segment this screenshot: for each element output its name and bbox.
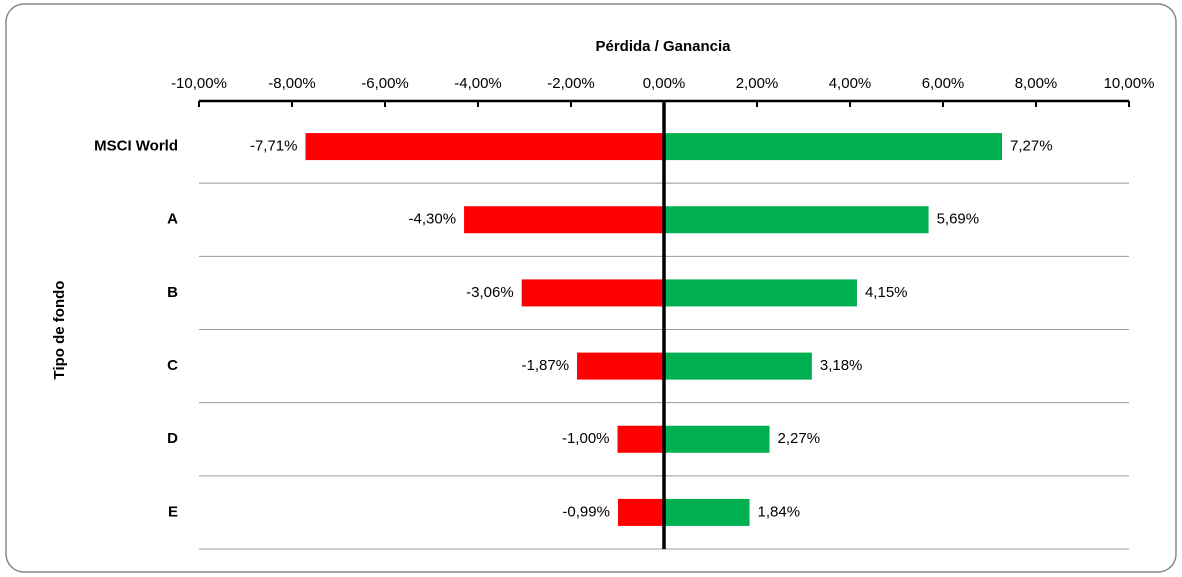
value-label: 5,69%	[937, 211, 980, 228]
value-label: -3,06%	[466, 284, 514, 301]
bar	[664, 425, 770, 453]
value-label: 3,18%	[820, 357, 863, 374]
bar	[664, 133, 1003, 161]
y-axis-label: Tipo de fondo	[51, 281, 68, 380]
x-tick-label: -8,00%	[268, 75, 316, 92]
value-label: 4,15%	[865, 284, 908, 301]
value-label: 7,27%	[1010, 138, 1053, 155]
x-tick-label: -2,00%	[547, 75, 595, 92]
value-label: 1,84%	[758, 503, 801, 520]
y-tick-label: A	[167, 211, 178, 228]
value-label: -1,87%	[522, 357, 570, 374]
bar	[305, 133, 664, 161]
bar	[664, 206, 929, 234]
y-tick-label: E	[168, 503, 178, 520]
bar	[617, 425, 664, 453]
x-tick-label: -10,00%	[171, 75, 227, 92]
bar	[664, 498, 750, 526]
bar	[521, 279, 664, 307]
bar	[617, 498, 664, 526]
x-tick-label: 6,00%	[922, 75, 965, 92]
bar	[577, 352, 664, 380]
value-label: -7,71%	[250, 138, 298, 155]
bar	[464, 206, 664, 234]
value-label: -4,30%	[409, 211, 457, 228]
x-tick-label: 2,00%	[736, 75, 779, 92]
value-label: -0,99%	[562, 503, 610, 520]
y-tick-label: C	[167, 357, 178, 374]
x-tick-label: 10,00%	[1104, 75, 1155, 92]
y-tick-label: D	[167, 430, 178, 447]
x-tick-label: 8,00%	[1015, 75, 1058, 92]
value-label: -1,00%	[562, 430, 610, 447]
x-axis-label: Pérdida / Ganancia	[595, 38, 731, 55]
bar	[664, 279, 857, 307]
x-tick-label: -6,00%	[361, 75, 409, 92]
x-tick-label: 0,00%	[643, 75, 686, 92]
value-label: 2,27%	[778, 430, 821, 447]
bar	[664, 352, 812, 380]
y-tick-label: B	[167, 284, 178, 301]
x-tick-label: 4,00%	[829, 75, 872, 92]
y-tick-label: MSCI World	[94, 138, 178, 155]
x-tick-label: -4,00%	[454, 75, 502, 92]
